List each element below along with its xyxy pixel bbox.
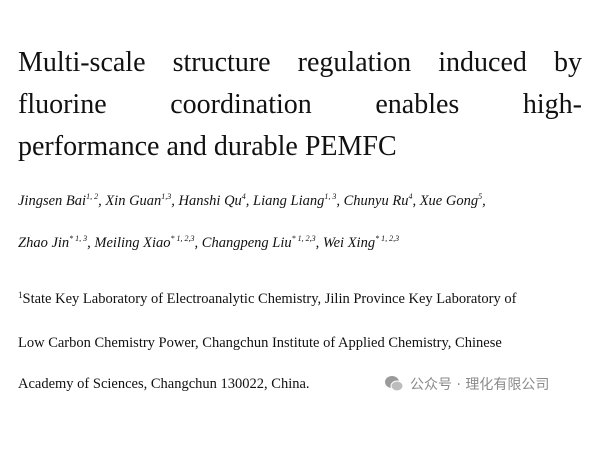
author-name: Meiling Xiao xyxy=(94,235,171,251)
watermark-text: 公众号 · 理化有限公司 xyxy=(410,377,550,393)
title-line: fluorine coordination enables high- xyxy=(18,89,582,120)
affiliation-line: Academy of Sciences, Changchun 130022, C… xyxy=(18,376,310,392)
author-separator: , xyxy=(87,235,91,251)
author-affiliation: 4 xyxy=(408,192,413,201)
author-affiliation: 5 xyxy=(478,192,483,201)
author-name: Jingsen Bai xyxy=(18,193,87,209)
author-line: Zhao Jin* 1, 3, Meiling Xiao* 1, 2,3, Ch… xyxy=(18,234,399,252)
author-affiliation: 1, 2 xyxy=(86,192,99,201)
author-affiliation: * 1, 3 xyxy=(69,234,88,243)
author-separator: , xyxy=(171,193,175,209)
author-name: Changpeng Liu xyxy=(201,235,292,251)
author-affiliation: * 1, 2,3 xyxy=(170,234,195,243)
author-affiliation: 4 xyxy=(241,192,246,201)
watermark: 公众号 · 理化有限公司 xyxy=(384,374,549,394)
author-affiliation: * 1, 2,3 xyxy=(375,234,400,243)
author-affiliation: 1,3 xyxy=(161,192,172,201)
author-separator: , xyxy=(98,193,102,209)
affiliation-text: State Key Laboratory of Electroanalytic … xyxy=(22,291,517,307)
author-separator: , xyxy=(482,193,486,209)
author-affiliation: * 1, 2,3 xyxy=(291,234,316,243)
author-separator: , xyxy=(245,193,250,209)
author-name: Liang Liang xyxy=(253,193,325,209)
author-separator: , xyxy=(194,235,199,251)
author-name: Chunyu Ru xyxy=(343,193,409,209)
author-name: Hanshi Qu xyxy=(178,193,242,209)
affiliation-line: Low Carbon Chemistry Power, Changchun In… xyxy=(18,335,502,351)
title-line: Multi-scale structure regulation induced… xyxy=(18,47,582,78)
affiliation-mark: 1 xyxy=(18,290,23,300)
author-separator: , xyxy=(336,193,340,209)
author-separator: , xyxy=(315,235,320,251)
author-name: Xin Guan xyxy=(105,193,162,209)
author-affiliation: 1, 3 xyxy=(324,192,337,201)
author-name: Wei Xing xyxy=(322,235,376,251)
author-name: Zhao Jin xyxy=(18,235,70,251)
author-line: Jingsen Bai1, 2, Xin Guan1,3, Hanshi Qu4… xyxy=(18,192,486,210)
author-separator: , xyxy=(412,193,417,209)
affiliation-line: 1State Key Laboratory of Electroanalytic… xyxy=(18,290,516,308)
title-line: performance and durable PEMFC xyxy=(18,131,397,162)
author-name: Xue Gong xyxy=(419,193,479,209)
wechat-icon xyxy=(385,376,404,392)
